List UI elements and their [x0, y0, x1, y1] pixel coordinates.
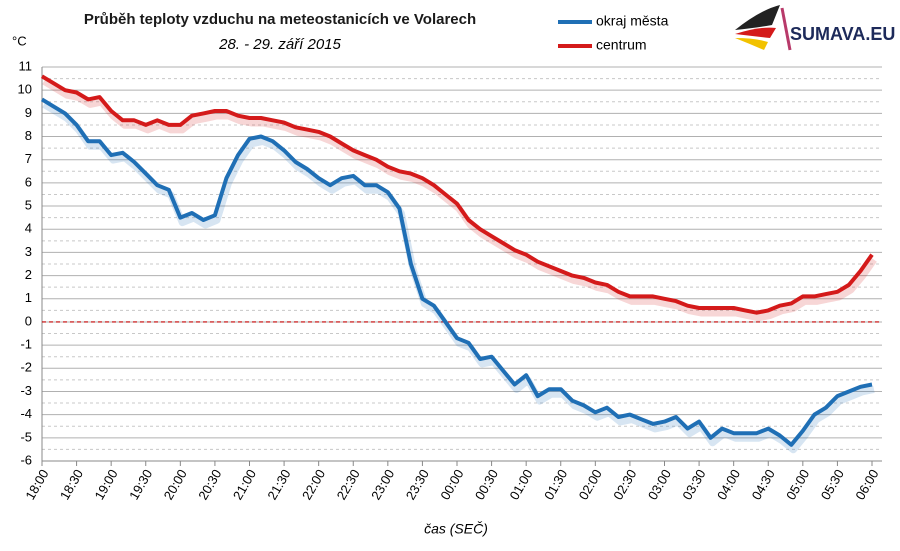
y-tick-label: -3	[20, 383, 32, 398]
x-tick-label: 04:30	[749, 467, 778, 503]
x-tick-label: 19:30	[126, 467, 155, 503]
line-shadow	[42, 78, 877, 322]
y-tick-label: -1	[20, 337, 32, 352]
y-tick-label: 4	[25, 221, 32, 236]
x-tick-label: 00:30	[472, 467, 501, 503]
y-axis-label: °C	[12, 33, 27, 48]
x-tick-label: 23:30	[403, 467, 432, 503]
y-tick-label: -6	[20, 452, 32, 467]
chart-title: Průběh teploty vzduchu na meteostanicích…	[84, 11, 476, 28]
x-tick-label: 05:00	[783, 467, 812, 503]
y-tick-label: 3	[25, 244, 32, 259]
logo: SUMAVA.EU	[790, 24, 895, 44]
x-tick-label: 19:00	[91, 467, 120, 503]
chart-subtitle: 28. - 29. září 2015	[218, 36, 341, 53]
y-tick-label: 11	[19, 58, 33, 73]
legend-label: centrum	[596, 37, 647, 53]
y-tick-label: 1	[25, 290, 32, 305]
y-tick-label: 0	[25, 313, 32, 328]
x-tick-label: 03:00	[645, 467, 674, 503]
y-tick-label: 2	[25, 267, 32, 282]
line-shadow	[42, 101, 875, 454]
y-tick-label: 6	[25, 174, 32, 189]
x-tick-label: 00:00	[437, 467, 466, 503]
x-tick-label: 06:00	[852, 467, 881, 503]
x-axis-label: čas (SEČ)	[424, 521, 488, 537]
y-tick-label: -4	[20, 406, 32, 421]
x-tick-label: 21:30	[264, 467, 293, 503]
x-tick-label: 02:00	[576, 467, 605, 503]
x-tick-label: 22:30	[334, 467, 363, 503]
x-tick-label: 23:00	[368, 467, 397, 503]
x-tick-label: 01:00	[506, 467, 535, 503]
x-tick-label: 21:00	[230, 467, 259, 503]
y-tick-label: 9	[25, 105, 32, 120]
y-tick-label: 10	[18, 82, 32, 97]
y-tick-label: 5	[25, 197, 32, 212]
x-tick-label: 18:00	[22, 467, 51, 503]
x-tick-label: 18:30	[57, 467, 86, 503]
y-tick-label: -2	[20, 360, 32, 375]
x-tick-label: 20:00	[161, 467, 190, 503]
x-tick-label: 03:30	[679, 467, 708, 503]
y-tick-label: 8	[25, 128, 32, 143]
y-tick-label: 7	[25, 151, 32, 166]
x-tick-label: 05:30	[818, 467, 847, 503]
legend-label: okraj města	[596, 13, 669, 29]
x-tick-label: 01:30	[541, 467, 570, 503]
x-tick-label: 20:30	[195, 467, 224, 503]
line	[40, 97, 873, 447]
y-tick-label: -5	[20, 429, 32, 444]
x-tick-label: 04:00	[714, 467, 743, 503]
line	[40, 74, 874, 315]
logo-icon	[735, 5, 792, 51]
x-tick-label: 02:30	[610, 467, 639, 503]
x-tick-label: 22:00	[299, 467, 328, 503]
